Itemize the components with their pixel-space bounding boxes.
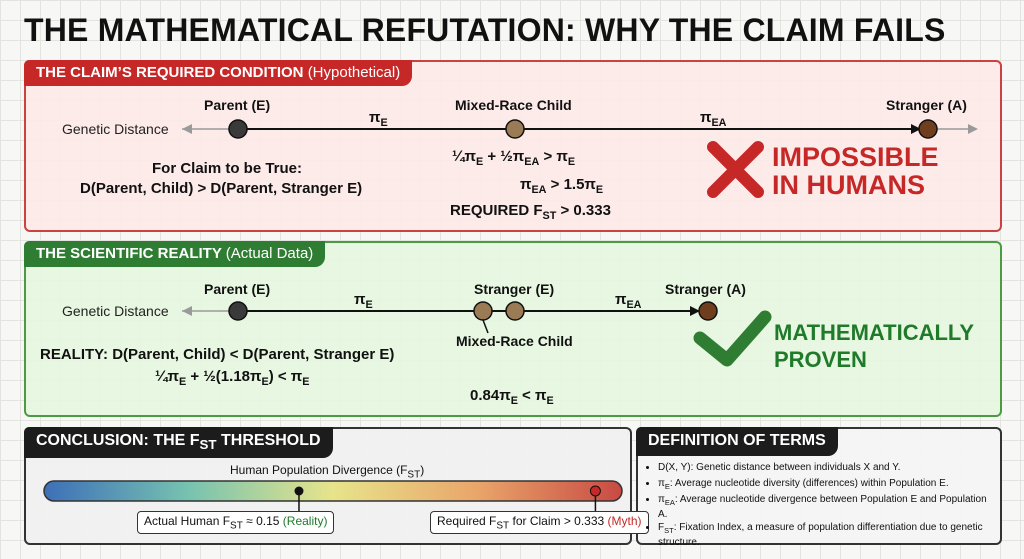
claim-stranger-label: Stranger (A) bbox=[886, 97, 967, 113]
reality-stranger-a-node bbox=[698, 301, 718, 321]
claim-equation-1: ¼πE + ½πEA > πE bbox=[452, 148, 576, 168]
claim-stranger-node bbox=[918, 119, 938, 139]
reality-child-node bbox=[473, 301, 493, 321]
definition-item: D(X, Y): Genetic distance between indivi… bbox=[658, 462, 998, 477]
reality-tag: (Reality) bbox=[282, 514, 328, 528]
conclusion-header-sub: ST bbox=[199, 437, 217, 453]
claim-verdict: IMPOSSIBLE IN HUMANS bbox=[772, 143, 939, 199]
reality-equation-2: 0.84πE < πE bbox=[470, 387, 554, 407]
definitions-list: D(X, Y): Genetic distance between indivi… bbox=[648, 462, 998, 550]
required-fst-callout: Required FST for Claim > 0.333 (Myth) bbox=[430, 511, 649, 535]
conclusion-header-text: CONCLUSION: THE F bbox=[36, 432, 200, 449]
actual-fst-marker bbox=[294, 486, 304, 496]
claim-axis-right-arrow-icon bbox=[968, 124, 978, 134]
check-mark-icon bbox=[693, 310, 772, 367]
conclusion-panel-header: CONCLUSION: THE FST THRESHOLD bbox=[24, 427, 333, 459]
claim-condition-heading: For Claim to be True: bbox=[152, 160, 303, 177]
reality-equation-1: ¼πE + ½(1.18πE) < πE bbox=[155, 368, 310, 388]
claim-panel-header: THE CLAIM’S REQUIRED CONDITION (Hypothet… bbox=[24, 60, 413, 86]
claim-header-title: THE CLAIM’S REQUIRED CONDITION bbox=[36, 64, 304, 81]
reality-header-title: THE SCIENTIFIC REALITY bbox=[36, 245, 222, 262]
reality-statement: REALITY: D(Parent, Child) < D(Parent, St… bbox=[40, 346, 395, 363]
reality-axis-left-arrow-icon bbox=[182, 306, 192, 316]
reality-pi-ea-label: πEA bbox=[615, 291, 642, 311]
definition-item: πE: Average nucleotide diversity (differ… bbox=[658, 478, 998, 493]
claim-header-subtitle: (Hypothetical) bbox=[307, 64, 401, 81]
definition-item: πEA: Average nucleotide divergence betwe… bbox=[658, 494, 998, 521]
reality-pi-e-label: πE bbox=[354, 291, 373, 311]
fst-bar-label: Human Population Divergence (FST) bbox=[230, 463, 425, 481]
claim-parent-node bbox=[228, 119, 248, 139]
definitions-panel: DEFINITION OF TERMS bbox=[636, 427, 1002, 545]
myth-tag: (Myth) bbox=[607, 514, 642, 528]
reality-distance-arrow-icon bbox=[690, 306, 700, 316]
reality-verdict-line-1: MATHEMATICALLY bbox=[774, 320, 975, 345]
claim-parent-label: Parent (E) bbox=[204, 97, 271, 113]
reality-child-label: Mixed-Race Child bbox=[456, 333, 573, 349]
x-mark-icon bbox=[707, 141, 764, 198]
reality-axis-label: Genetic Distance bbox=[62, 303, 169, 319]
actual-fst-callout: Actual Human FST ≈ 0.15 (Reality) bbox=[137, 511, 335, 535]
reality-header-subtitle: (Actual Data) bbox=[225, 245, 314, 262]
reality-verdict-line-2: PROVEN bbox=[774, 347, 867, 372]
claim-verdict-line-1: IMPOSSIBLE bbox=[772, 142, 939, 172]
claim-pi-ea-label: πEA bbox=[700, 109, 727, 129]
claim-distance-arrow-icon bbox=[911, 124, 921, 134]
child-pointer-line bbox=[482, 319, 489, 334]
claim-required-fst: REQUIRED FST > 0.333 bbox=[450, 202, 611, 222]
claim-equation-2: πEA > 1.5πE bbox=[520, 176, 604, 196]
reality-panel: THE SCIENTIFIC REALITY (Actual Data) bbox=[24, 241, 1002, 417]
claim-verdict-line-2: IN HUMANS bbox=[772, 170, 925, 200]
claim-panel: THE CLAIM’S REQUIRED CONDITION (Hypothet… bbox=[24, 60, 1002, 232]
claim-axis-left-arrow-icon bbox=[182, 124, 192, 134]
reality-parent-node bbox=[228, 301, 248, 321]
claim-child-label: Mixed-Race Child bbox=[455, 97, 572, 113]
page-title: THE MATHEMATICAL REFUTATION: WHY THE CLA… bbox=[24, 12, 946, 48]
reality-panel-header: THE SCIENTIFIC REALITY (Actual Data) bbox=[24, 241, 326, 267]
reality-verdict: MATHEMATICALLY PROVEN bbox=[774, 319, 974, 373]
reality-parent-label: Parent (E) bbox=[204, 281, 271, 297]
reality-stranger-e-label: Stranger (E) bbox=[474, 281, 555, 297]
fst-gradient-bar bbox=[43, 480, 623, 502]
claim-condition-statement: D(Parent, Child) > D(Parent, Stranger E) bbox=[80, 180, 363, 197]
conclusion-header-end: THRESHOLD bbox=[216, 432, 321, 449]
claim-pi-e-label: πE bbox=[369, 109, 388, 129]
required-fst-marker bbox=[589, 485, 601, 497]
definition-item: FST: Fixation Index, a measure of popula… bbox=[658, 522, 998, 549]
reality-stranger-a-label: Stranger (A) bbox=[665, 281, 746, 297]
claim-child-node bbox=[505, 119, 525, 139]
claim-axis-label: Genetic Distance bbox=[62, 121, 169, 137]
reality-stranger-e-node bbox=[505, 301, 525, 321]
definitions-panel-header: DEFINITION OF TERMS bbox=[636, 427, 838, 456]
